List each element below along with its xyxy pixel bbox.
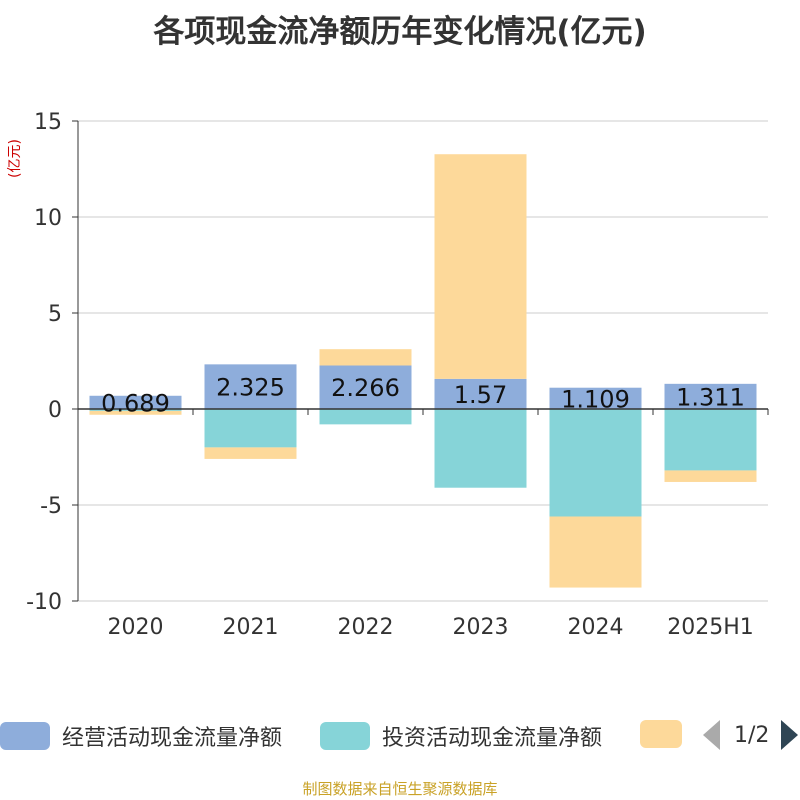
bar-series-0-2023 (434, 378, 527, 409)
bar-series-2-2021 (204, 447, 297, 459)
data-label: 1.311 (676, 383, 745, 411)
chart-title: 各项现金流净额历年变化情况(亿元) (153, 14, 647, 50)
bar-series-2-2025H1 (664, 470, 757, 482)
data-label: 0.689 (101, 389, 170, 417)
x-tick-label: 2020 (108, 615, 164, 640)
legend-label-operating: 经营活动现金流量净额 (62, 726, 283, 751)
bar-series-1-2023 (434, 409, 527, 488)
data-labels: 0.689 2.325 2.266 1.57 1.109 1.311 (101, 374, 745, 418)
data-label: 2.266 (331, 374, 400, 402)
x-tick-label: 2024 (568, 615, 624, 640)
legend-item-financing[interactable] (640, 720, 682, 748)
legend-pager: 1/2 (703, 720, 799, 750)
legend-item-investing[interactable]: 投资活动现金流量净额 (320, 720, 602, 752)
legend-swatch-financing (640, 720, 682, 748)
bar-series-1-2025H1 (664, 409, 757, 471)
y-tick-label: 0 (48, 398, 62, 423)
bar-series-0-2022 (319, 365, 412, 409)
bar-series-0-2020 (89, 395, 182, 409)
bar-series-0-2021 (204, 364, 297, 409)
legend-swatch-investing (320, 722, 370, 750)
legend-swatch-operating (0, 722, 50, 750)
bars (89, 154, 757, 588)
y-tick-label: 5 (48, 302, 62, 327)
legend-item-operating[interactable]: 经营活动现金流量净额 (0, 720, 282, 752)
legend-page-indicator: 1/2 (734, 722, 770, 748)
x-tick-label: 2025H1 (667, 615, 754, 640)
x-tick-label: 2021 (223, 615, 279, 640)
y-tick-label: -10 (26, 590, 62, 615)
y-tick-label: -5 (40, 494, 62, 519)
bar-series-2-2022 (319, 349, 412, 366)
bar-series-1-2020 (89, 409, 182, 411)
bar-series-2-2024 (549, 516, 642, 588)
y-tick-label: 10 (34, 206, 62, 231)
bar-series-1-2024 (549, 409, 642, 517)
y-tick-label: 15 (34, 110, 62, 135)
bar-series-0-2025H1 (664, 383, 757, 409)
axes: 15 10 5 0 -5 -10 2020 2021 2022 2023 2024 2025H1 (26, 110, 769, 640)
x-tick-label: 2022 (338, 615, 394, 640)
bar-series-2-2020 (89, 410, 182, 415)
next-page-icon[interactable] (781, 720, 799, 750)
data-source-note: 制图数据来自恒生聚源数据库 (302, 780, 498, 798)
grid-lines (78, 120, 768, 602)
bar-series-2-2023 (434, 154, 527, 379)
bar-series-1-2021 (204, 409, 297, 448)
previous-page-icon[interactable] (703, 720, 720, 750)
bar-series-1-2022 (319, 409, 412, 425)
data-label: 1.109 (561, 385, 630, 413)
legend: 经营活动现金流量净额 投资活动现金流量净额 1/2 (0, 712, 800, 756)
data-label: 1.57 (454, 381, 507, 409)
legend-label-investing: 投资活动现金流量净额 (382, 726, 603, 751)
bar-series-0-2024 (549, 387, 642, 409)
data-label: 2.325 (216, 374, 285, 402)
x-tick-label: 2023 (453, 615, 509, 640)
